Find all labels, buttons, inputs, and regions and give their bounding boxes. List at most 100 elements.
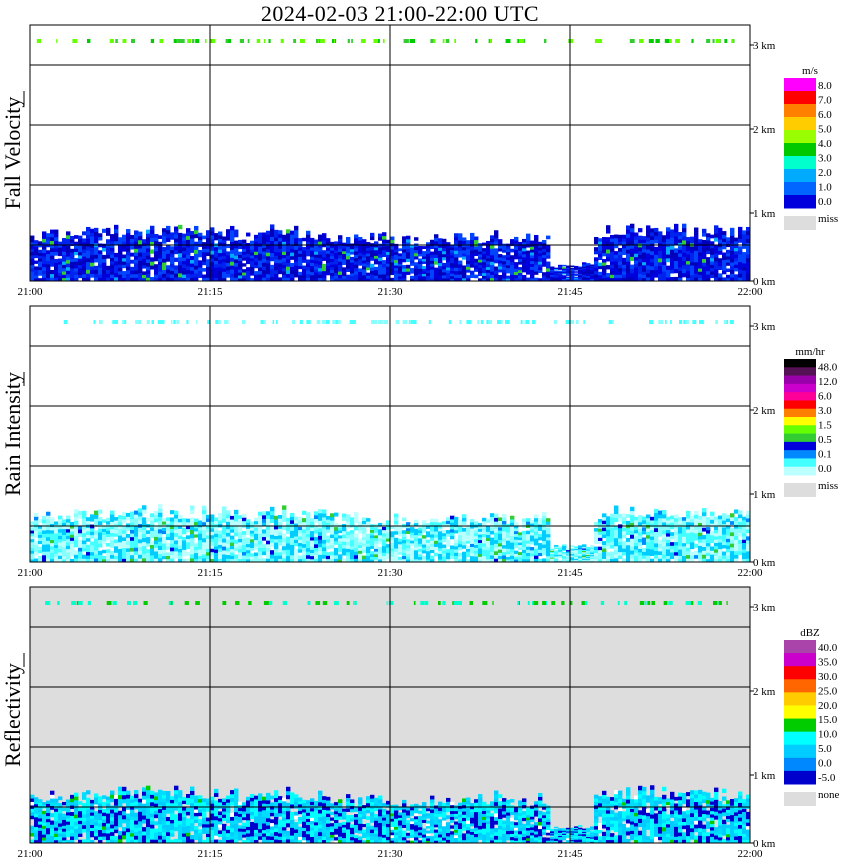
cloud-cell [612,320,614,324]
echo-cell [70,235,75,240]
echo-cell [94,550,99,555]
echo-cell [202,258,207,262]
echo-cell [134,514,139,519]
echo-cell [110,510,115,515]
echo-cell [634,558,639,563]
echo-cell [482,259,487,263]
echo-cell [46,833,51,838]
echo-cell [170,536,175,541]
echo-cell [42,526,47,531]
echo-cell [98,535,103,540]
echo-cell [102,537,107,542]
echo-cell [434,237,439,242]
echo-cell [486,534,491,538]
echo-cell [350,558,355,563]
echo-cell [374,252,379,256]
echo-cell [306,544,311,549]
echo-cell [358,521,363,525]
echo-cell [186,262,191,267]
echo-cell [550,550,555,553]
echo-cell [74,558,79,563]
echo-cell [486,552,491,557]
echo-cell [730,254,735,259]
colorbar-unit: mm/hr [795,346,825,358]
echo-cell [354,237,359,242]
echo-cell [78,235,83,240]
echo-cell [218,270,223,275]
echo-cell [78,547,83,552]
echo-cell [338,546,343,550]
echo-cell [434,528,439,532]
echo-cell [742,237,747,242]
echo-cell [746,529,751,534]
echo-cell [122,511,127,516]
echo-cell [258,547,263,552]
echo-cell [534,541,539,546]
echo-cell [390,548,395,552]
echo-cell [454,549,459,553]
echo-cell [622,241,627,246]
echo-cell [286,549,291,553]
echo-cell [178,248,183,254]
echo-cell [286,527,291,531]
echo-cell [62,271,67,275]
echo-cell [678,526,683,531]
echo-cell [390,277,395,282]
echo-cell [62,528,67,532]
echo-cell [374,266,379,271]
echo-cell [38,266,43,271]
echo-cell [46,830,51,835]
echo-cell [674,555,679,559]
echo-cell [510,555,515,560]
echo-cell [462,268,467,273]
colorbar-label: 0.1 [818,448,832,460]
echo-cell [250,556,255,560]
echo-cell [650,526,655,531]
echo-cell [190,533,195,539]
echo-cell [30,274,35,279]
echo-cell [610,534,615,539]
cloud-cell [480,320,484,324]
echo-cell [346,538,351,542]
echo-cell [646,534,651,539]
echo-cell [74,550,79,555]
echo-cell [550,273,555,276]
echo-cell [286,558,291,563]
echo-cell [454,552,459,556]
echo-cell [398,528,403,532]
cloud-cell [112,320,116,324]
echo-cell [566,553,571,555]
echo-cell [206,244,211,249]
echo-cell [130,525,135,530]
echo-cell [294,549,299,553]
echo-cell [146,273,151,278]
echo-cell [578,556,583,558]
echo-cell [662,235,667,239]
echo-cell [662,538,667,543]
echo-cell [82,532,87,537]
echo-cell [70,261,75,266]
echo-cell [422,276,427,279]
echo-cell [258,540,263,545]
echo-cell [590,269,595,271]
echo-cell [126,262,131,267]
cloud-cell [477,320,479,324]
echo-cell [90,239,95,245]
echo-cell [434,244,439,248]
echo-cell [226,536,231,541]
cloud-cell [442,39,445,43]
echo-cell [730,520,735,525]
echo-cell [50,542,55,547]
echo-cell [562,276,567,278]
echo-cell [722,277,727,282]
echo-cell [210,269,215,274]
echo-cell [482,278,487,282]
echo-cell [474,530,479,534]
echo-cell [114,552,119,556]
echo-cell [630,236,635,241]
echo-cell [190,270,195,275]
echo-cell [294,558,299,563]
echo-cell [178,551,183,556]
echo-cell [198,530,203,534]
echo-cell [134,241,139,246]
